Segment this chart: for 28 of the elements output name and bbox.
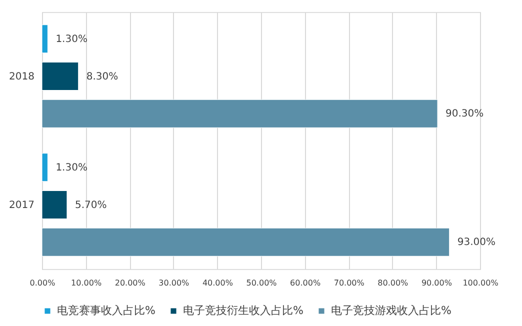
x-tick-label: 10.00% <box>71 278 102 288</box>
data-label: 1.30% <box>56 34 88 45</box>
data-label: 1.30% <box>56 162 88 174</box>
x-tick-label: 60.00% <box>290 278 321 288</box>
bar <box>42 99 438 128</box>
x-tick-label: 30.00% <box>158 278 190 288</box>
bar <box>42 190 68 220</box>
x-tick-label: 80.00% <box>378 278 409 288</box>
x-tick-label: 40.00% <box>202 278 234 288</box>
x-tick-label: 70.00% <box>334 278 365 288</box>
x-tick-label: 20.00% <box>114 278 146 288</box>
bar <box>42 62 79 91</box>
data-label: 93.00% <box>457 237 496 248</box>
x-tick-label: 90.00% <box>421 278 452 288</box>
data-label: 5.70% <box>74 200 107 211</box>
bar <box>42 24 48 54</box>
bar <box>42 228 450 256</box>
data-label: 8.30% <box>86 71 118 82</box>
legend-label: 电竞赛事收入占比% <box>57 304 156 317</box>
data-label: 90.30% <box>446 108 484 120</box>
x-tick-label: 0.00% <box>30 278 56 288</box>
bar <box>42 153 48 182</box>
x-tick-label: 100.00% <box>462 278 499 288</box>
legend-label: 电子竞技衍生收入占比% <box>183 304 304 317</box>
legend-label: 电子竞技游戏收入占比% <box>331 304 452 317</box>
x-tick-label: 50.00% <box>246 278 278 288</box>
y-tick-label: 2017 <box>9 200 34 211</box>
y-tick-label: 2018 <box>9 71 34 82</box>
